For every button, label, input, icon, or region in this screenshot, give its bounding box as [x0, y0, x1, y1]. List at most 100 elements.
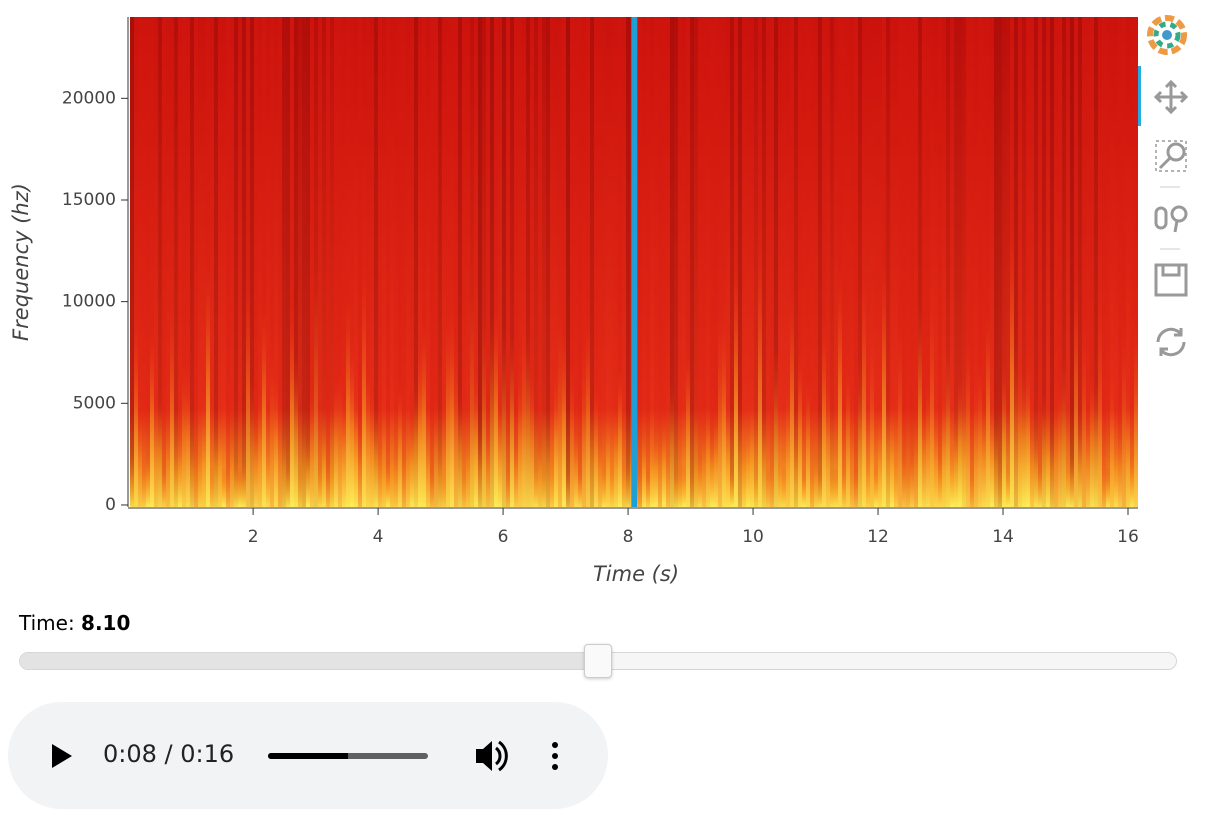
texture-glow [1038, 459, 1042, 507]
texture-strip [862, 17, 866, 507]
texture-glow [938, 447, 942, 507]
texture-strip [346, 17, 350, 507]
texture-glow [174, 440, 178, 507]
play-button[interactable] [52, 744, 72, 768]
texture-strip [286, 17, 290, 507]
texture-glow [574, 427, 578, 507]
save-tool[interactable] [1154, 263, 1188, 297]
texture-glow [906, 457, 910, 507]
texture-glow [490, 313, 494, 507]
texture-strip [818, 17, 822, 507]
texture-strip [950, 17, 954, 507]
menu-button[interactable] [552, 742, 558, 770]
texture-strip [654, 17, 658, 507]
texture-glow [1058, 382, 1062, 507]
texture-strip [770, 17, 774, 507]
texture-strip [1090, 17, 1094, 507]
texture-strip [470, 17, 474, 507]
x-tick-label: 2 [248, 527, 259, 547]
texture-glow [462, 464, 466, 507]
texture-glow [846, 368, 850, 507]
texture-glow [566, 465, 570, 507]
texture-glow [406, 429, 410, 507]
pan-tool[interactable] [1153, 79, 1189, 115]
texture-glow [234, 456, 238, 507]
texture-glow [166, 421, 170, 507]
texture-glow [570, 364, 574, 507]
texture-glow [498, 406, 502, 507]
texture-glow [642, 429, 646, 507]
texture-glow [738, 400, 742, 507]
slider-handle[interactable] [584, 644, 612, 678]
texture-strip [434, 17, 438, 507]
texture-strip [362, 17, 366, 507]
x-axis-label: Time (s) [593, 562, 679, 586]
texture-glow [882, 262, 886, 507]
texture-glow [218, 413, 222, 507]
texture-strip [722, 17, 726, 507]
texture-glow [1074, 275, 1078, 507]
texture-strip [202, 17, 206, 507]
texture-strip [898, 17, 902, 507]
texture-glow [558, 312, 562, 507]
audio-progress[interactable] [268, 753, 428, 759]
texture-glow [1042, 392, 1046, 507]
texture-strip [502, 17, 506, 507]
texture-strip [922, 17, 926, 507]
texture-strip [1066, 17, 1070, 507]
volume-button[interactable] [476, 740, 508, 772]
texture-glow [786, 382, 790, 507]
box-zoom-tool[interactable] [1155, 140, 1187, 172]
texture-strip [586, 17, 590, 507]
texture-strip [622, 17, 626, 507]
texture-glow [438, 446, 442, 507]
texture-strip [638, 17, 642, 507]
y-axis-label: Frequency (hz) [9, 183, 33, 341]
texture-glow [246, 277, 250, 507]
texture-strip [1134, 17, 1138, 507]
texture-strip [730, 17, 734, 507]
texture-strip [1054, 17, 1058, 507]
texture-strip [1050, 17, 1054, 507]
texture-strip [450, 17, 454, 507]
texture-strip [1038, 17, 1042, 507]
texture-strip [942, 17, 946, 507]
texture-glow [790, 290, 794, 507]
texture-glow [318, 460, 322, 507]
spectrogram-texture [130, 17, 1138, 507]
texture-glow [454, 341, 458, 507]
texture-glow [654, 429, 658, 507]
texture-strip [258, 17, 262, 507]
texture-glow [314, 262, 318, 507]
texture-strip [1086, 17, 1090, 507]
texture-strip [762, 17, 766, 507]
texture-glow [650, 436, 654, 507]
texture-glow [470, 278, 474, 507]
texture-strip [458, 17, 462, 507]
texture-strip [698, 17, 702, 507]
texture-strip [142, 17, 146, 507]
texture-strip [906, 17, 910, 507]
texture-strip [318, 17, 322, 507]
bokeh-logo[interactable] [1147, 15, 1187, 55]
texture-strip [1074, 17, 1078, 507]
texture-glow [1066, 455, 1070, 507]
texture-glow [458, 394, 462, 507]
texture-glow [926, 382, 930, 507]
texture-glow [422, 317, 426, 507]
texture-strip [518, 17, 522, 507]
texture-strip [958, 17, 962, 507]
texture-strip [814, 17, 818, 507]
texture-strip [150, 17, 154, 507]
texture-glow [258, 387, 262, 507]
texture-strip [238, 17, 242, 507]
reset-tool[interactable] [1156, 327, 1186, 357]
texture-glow [690, 466, 694, 507]
texture-glow [142, 457, 146, 507]
texture-strip [218, 17, 222, 507]
texture-glow [242, 458, 246, 507]
wheel-zoom-tool[interactable] [1154, 205, 1188, 233]
texture-glow [378, 440, 382, 507]
texture-strip [834, 17, 838, 507]
texture-glow [594, 388, 598, 507]
